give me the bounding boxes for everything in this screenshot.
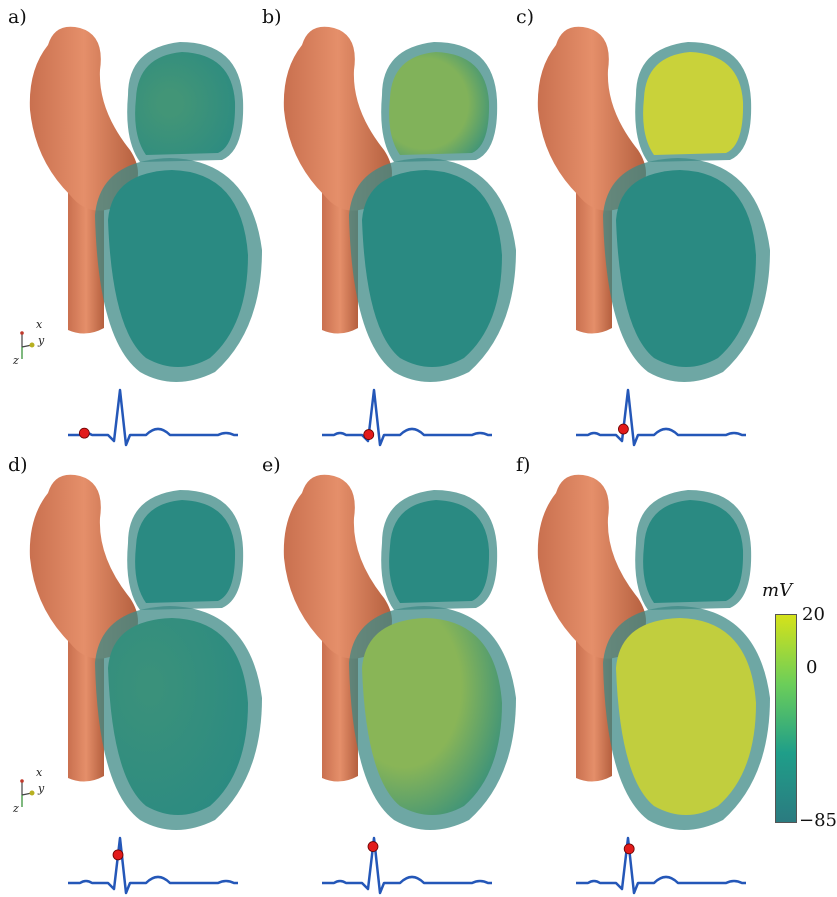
ecg-line <box>68 388 238 447</box>
aorta-arch <box>29 474 138 659</box>
ecg-line <box>322 836 492 895</box>
atrium <box>389 52 490 155</box>
axis-label-x: x <box>36 766 43 779</box>
ventricle <box>362 170 502 367</box>
axis-x-dot <box>20 779 24 783</box>
colorbar-gradient <box>775 614 797 823</box>
aorta-descending <box>576 175 612 334</box>
aorta-descending <box>322 623 358 782</box>
ecg-marker <box>623 843 635 855</box>
ecg-marker <box>112 849 124 861</box>
heart-model <box>537 474 770 895</box>
ventricle <box>362 618 502 815</box>
colorbar-max-label: 20 <box>802 604 825 625</box>
ventricle <box>108 170 248 367</box>
ecg-line <box>322 388 492 447</box>
aorta-descending <box>576 623 612 782</box>
panel-d: d) x y z <box>0 448 262 896</box>
ventricle <box>616 170 756 367</box>
axis-x-dot <box>20 331 24 335</box>
panel-a: a) x y z <box>0 0 262 448</box>
atrium <box>135 52 236 155</box>
aorta-arch <box>537 474 646 659</box>
axis-label-z: z <box>13 354 19 367</box>
axis-y-dot <box>29 342 35 348</box>
panel-b: b) <box>254 0 516 448</box>
axis-label-z: z <box>13 802 19 815</box>
ecg-trace <box>322 388 492 447</box>
aorta-arch <box>283 474 392 659</box>
ecg-trace <box>576 388 746 447</box>
heart-model <box>20 26 262 447</box>
atrium <box>389 500 490 603</box>
ecg-trace <box>68 836 238 895</box>
panel-label: b) <box>262 6 282 28</box>
ventricle <box>616 618 756 815</box>
panel-e: e) <box>254 448 516 896</box>
aorta-arch <box>29 26 138 211</box>
axis-label-y: y <box>38 782 45 795</box>
ecg-marker <box>618 423 629 435</box>
ecg-trace <box>322 836 492 895</box>
colorbar-min-label: −85 <box>799 810 837 831</box>
axis-y-dot <box>29 790 35 796</box>
colorbar-title: mV <box>762 580 793 601</box>
atrium <box>643 500 744 603</box>
ecg-line <box>68 836 238 895</box>
heart-model <box>20 474 262 895</box>
panel-label: e) <box>262 454 281 476</box>
panel-label: c) <box>516 6 535 28</box>
aorta-arch <box>537 26 646 211</box>
ecg-trace <box>576 836 746 895</box>
ecg-marker <box>78 427 90 439</box>
axis-label-y: y <box>38 334 45 347</box>
aorta-arch <box>283 26 392 211</box>
ecg-marker <box>363 429 375 440</box>
panel-label: d) <box>8 454 28 476</box>
ventricle <box>108 618 248 815</box>
aorta-descending <box>68 175 104 334</box>
heart-model <box>283 26 516 447</box>
panel-f: f) <box>508 448 770 896</box>
heart-model <box>283 474 516 895</box>
colorbar-mid-label: 0 <box>806 657 818 678</box>
atrium <box>643 52 744 155</box>
aorta-descending <box>68 623 104 782</box>
axes-triad <box>20 779 35 807</box>
heart-model <box>537 26 770 447</box>
ecg-line <box>576 388 746 447</box>
atrium <box>135 500 236 603</box>
axes-triad <box>20 331 35 359</box>
ecg-line <box>576 836 746 895</box>
panel-label: a) <box>8 6 27 28</box>
axis-label-x: x <box>36 318 43 331</box>
panel-c: c) <box>508 0 770 448</box>
panel-label: f) <box>516 454 531 476</box>
aorta-descending <box>322 175 358 334</box>
ecg-marker <box>367 841 379 852</box>
ecg-trace <box>68 388 238 447</box>
